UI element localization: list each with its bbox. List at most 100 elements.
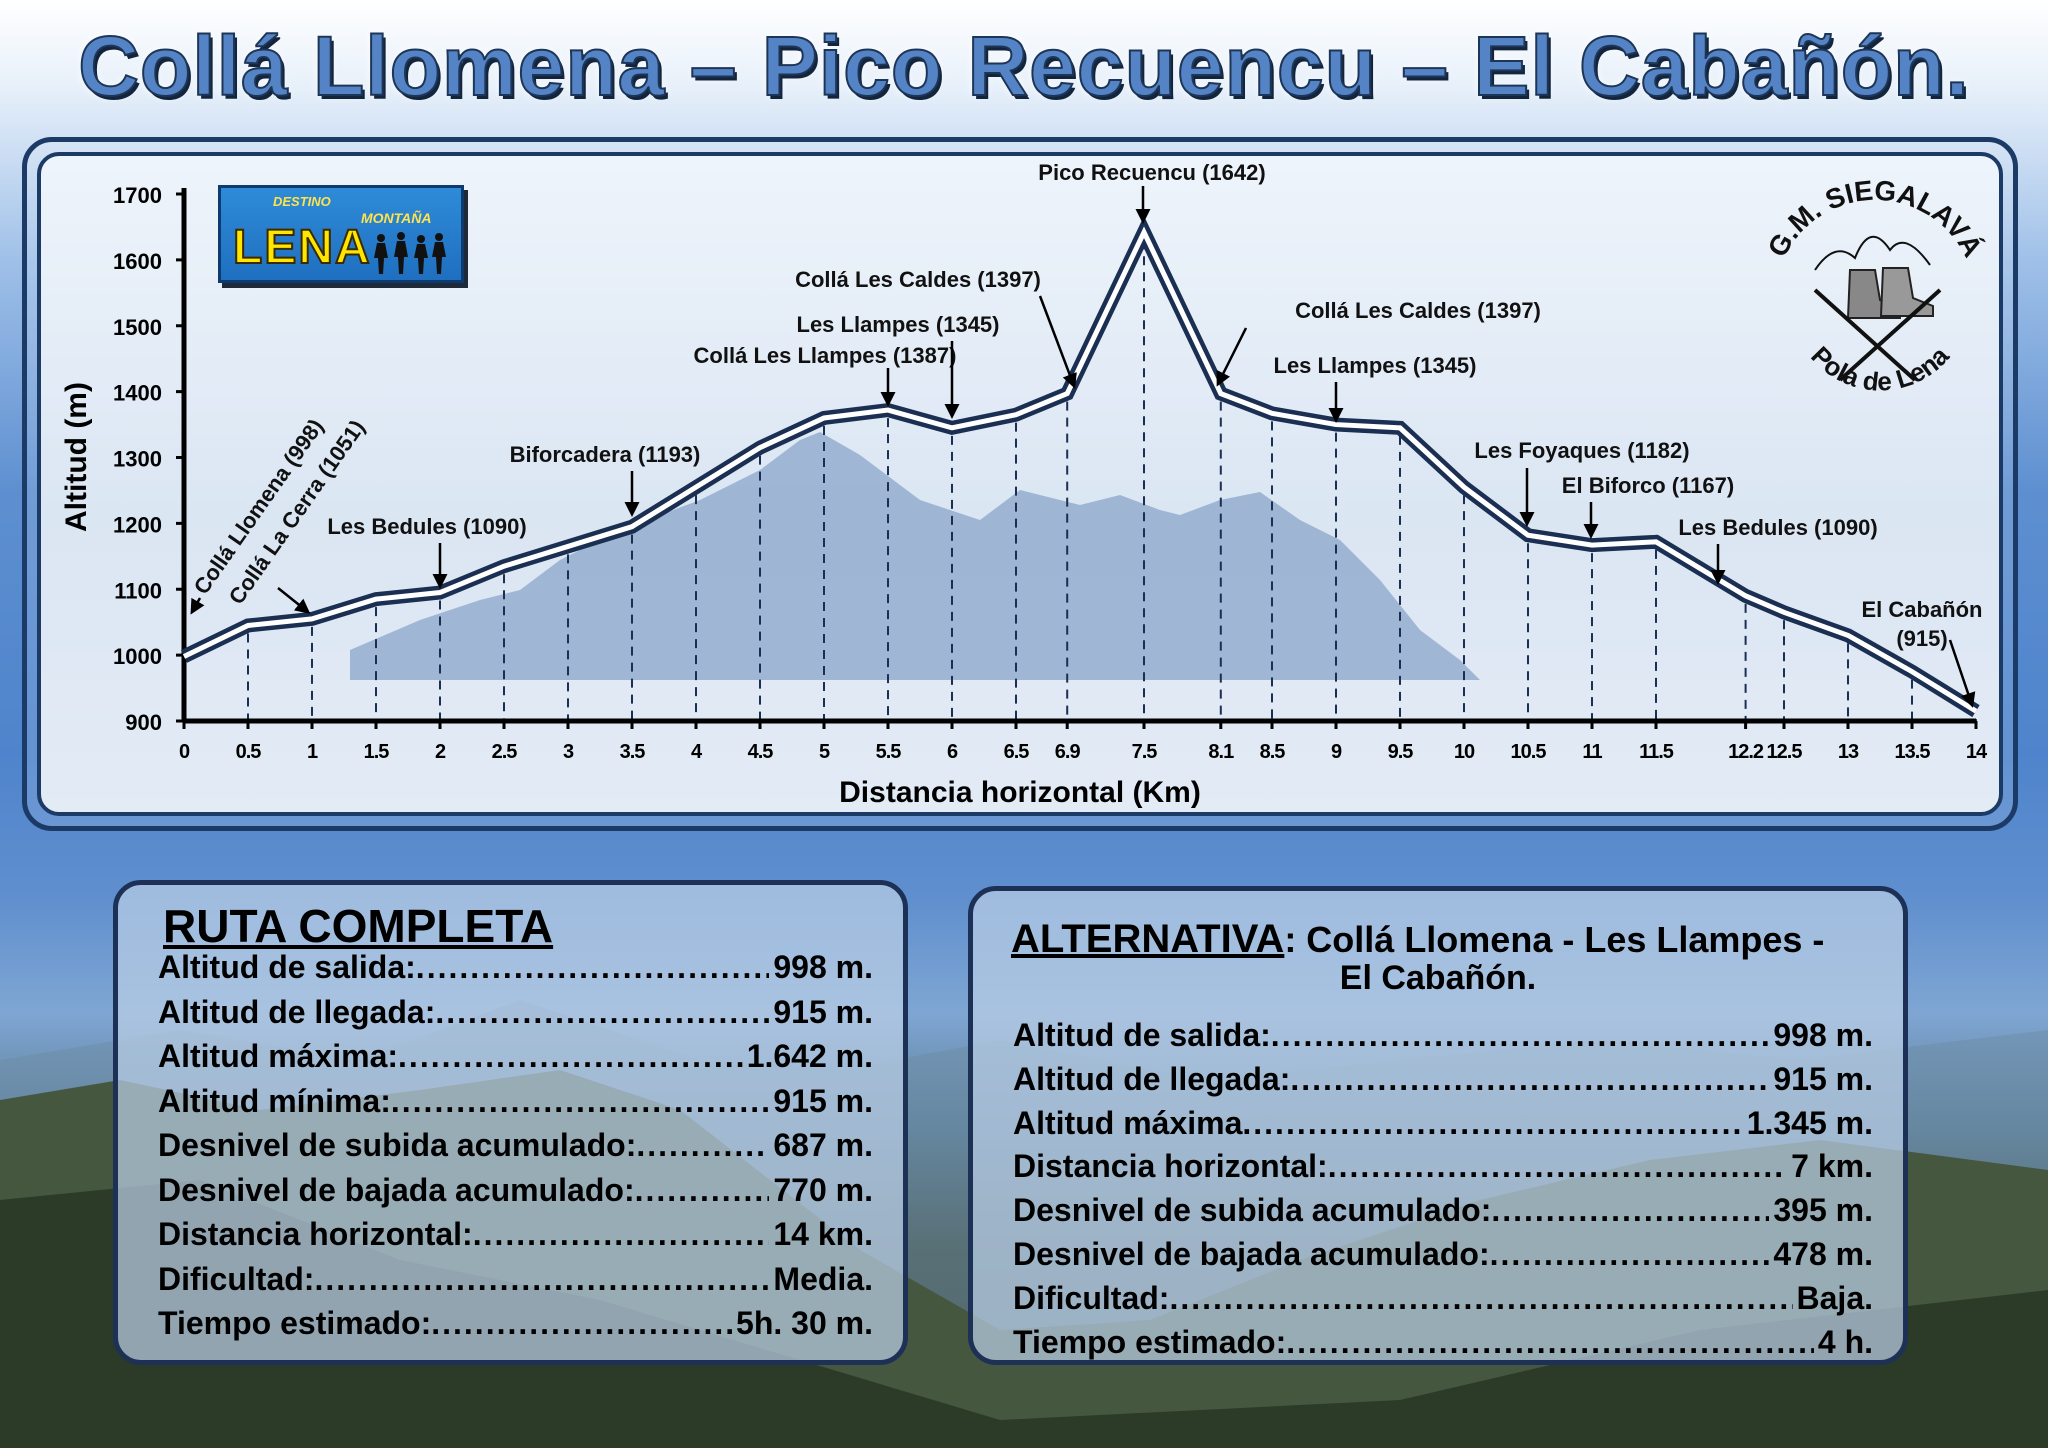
stat-row: Altitud de salida: 998 m.................… xyxy=(158,947,873,987)
stat-row: Altitud máxima 1.345 m...................… xyxy=(1013,1103,1873,1143)
leader-dots: ........................................… xyxy=(636,1127,769,1163)
stat-row: Altitud mínima: 915 m....................… xyxy=(158,1081,873,1121)
lena-logo-line1: DESTINO xyxy=(273,194,331,209)
leader-dots: ........................................… xyxy=(1327,1148,1787,1185)
annotation-label: Les Llampes (1345) xyxy=(1274,353,1477,378)
full-route-heading: RUTA COMPLETA xyxy=(163,900,554,952)
alternative-title-line2: El Cabañón. xyxy=(1339,959,1537,997)
stat-label: Altitud máxima: xyxy=(158,1038,399,1074)
stat-value: Baja. xyxy=(1796,1279,1873,1316)
x-tick-label: 0.5 xyxy=(236,741,262,763)
stat-label: Altitud de salida: xyxy=(158,949,416,985)
leader-dots: ........................................… xyxy=(472,1216,770,1252)
x-tick-label: 2 xyxy=(435,741,446,763)
x-tick-label: 6 xyxy=(947,741,958,763)
x-tick-label: 11.5 xyxy=(1639,741,1674,763)
stat-row: Tiempo estimado: 5h. 30 m................… xyxy=(158,1303,873,1343)
leader-dots: ........................................… xyxy=(390,1082,770,1119)
x-tick-label: 14 xyxy=(1966,741,1988,763)
stat-value: 915 m. xyxy=(1773,1060,1873,1097)
trekking-poles-icon xyxy=(1813,288,1942,382)
y-tick-label: 1600 xyxy=(113,249,162,274)
leader-dots: ........................................… xyxy=(634,1171,770,1208)
x-tick-label: 4 xyxy=(691,741,703,763)
stat-label: Altitud de salida: xyxy=(1013,1017,1271,1053)
svg-text:G.M. SIEGALAVÁ: G.M. SIEGALAVÁ xyxy=(1762,180,1989,262)
x-tick-label: 5 xyxy=(819,741,830,763)
leader-dots: ........................................… xyxy=(415,949,770,985)
y-tick-label: 1400 xyxy=(113,381,162,406)
x-tick-label: 13.5 xyxy=(1895,741,1931,763)
x-tick-label: 10.5 xyxy=(1511,741,1547,763)
y-tick-label: 1700 xyxy=(113,183,162,208)
stat-label: Desnivel de bajada acumulado: xyxy=(1013,1236,1490,1272)
stat-value: 478 m. xyxy=(1773,1236,1873,1272)
stat-label: Desnivel de subida acumulado: xyxy=(158,1127,637,1163)
leader-dots: ........................................… xyxy=(1489,1236,1770,1272)
stat-value: 1.642 m. xyxy=(746,1038,873,1074)
annotation-label: Biforcadera (1193) xyxy=(510,442,701,467)
x-tick-label: 1 xyxy=(307,741,318,763)
annotation-label: Les Bedules (1090) xyxy=(1678,515,1877,540)
club-logo-emblem: G.M. SIEGALAVÁ Pola de Lena xyxy=(1762,175,1989,397)
annotation-label: Collá Les Llampes (1387) xyxy=(694,343,957,368)
stat-row: Distancia horizontal: 7 km...............… xyxy=(1013,1146,1873,1186)
annotation-label: Collá Les Caldes (1397) xyxy=(1295,298,1541,323)
stat-row: Altitud de llegada: 915 m................… xyxy=(1013,1059,1873,1099)
hiking-boots-icon xyxy=(1846,267,1934,319)
club-logo-top-text: G.M. SIEGALAVÁ xyxy=(1762,175,1989,262)
stat-value: 395 m. xyxy=(1773,1192,1873,1229)
stat-label: Tiempo estimado: xyxy=(1013,1323,1287,1360)
stat-label: Dificultad: xyxy=(1013,1279,1170,1316)
stat-label: Tiempo estimado: xyxy=(158,1305,432,1341)
stat-row: Altitud de llegada: 915 m................… xyxy=(158,992,873,1032)
leader-dots: ........................................… xyxy=(1169,1279,1792,1316)
annotation-arrow xyxy=(1038,295,1077,389)
x-tick-label: 0 xyxy=(179,741,190,763)
stat-row: Desnivel de subida acumulado: 687 m......… xyxy=(158,1125,873,1165)
y-tick-label: 1200 xyxy=(113,512,162,537)
stat-value: 998 m. xyxy=(773,949,873,985)
x-tick-label: 3.5 xyxy=(620,741,646,763)
stat-label: Altitud de llegada: xyxy=(1013,1060,1291,1097)
elevation-profile-chart: 900 1000 1100 1200 1300 1400 1500 1600 1700 0 0.5 1… xyxy=(60,160,1989,809)
x-tick-label: 11 xyxy=(1582,741,1602,763)
y-tick-label: 1000 xyxy=(113,644,162,669)
x-tick-label: 4.5 xyxy=(748,741,774,763)
annotation-label: Les Llampes (1345) xyxy=(797,312,1000,337)
lena-logo-line2: MONTAÑA xyxy=(361,210,432,226)
lena-logo-name: LENA xyxy=(232,220,372,275)
stat-label: Altitud máxima xyxy=(1013,1104,1243,1141)
annotation-label: Les Bedules (1090) xyxy=(327,514,526,539)
leader-dots: ........................................… xyxy=(1286,1323,1814,1360)
stat-label: Distancia horizontal: xyxy=(1013,1148,1328,1185)
annotation-label: Collá Les Caldes (1397) xyxy=(795,267,1041,292)
stat-value: 770 m. xyxy=(773,1171,873,1208)
stat-label: Altitud de llegada: xyxy=(158,993,436,1030)
stat-row: Distancia horizontal: 14 km..............… xyxy=(158,1214,873,1254)
leader-dots: ........................................… xyxy=(1242,1104,1743,1141)
leader-dots: ........................................… xyxy=(1290,1060,1770,1097)
y-tick-label: 900 xyxy=(125,710,162,735)
stat-value: Media. xyxy=(773,1260,873,1297)
x-tick-label: 3 xyxy=(563,741,574,763)
annotation-label: Pico Recuencu (1642) xyxy=(1038,160,1265,185)
stat-value: 915 m. xyxy=(773,993,873,1030)
stat-value: 915 m. xyxy=(773,1082,873,1119)
stat-row: Desnivel de bajada acumulado: 770 m......… xyxy=(158,1170,873,1210)
x-tick-label: 2.5 xyxy=(492,741,518,763)
leader-dots: ........................................… xyxy=(435,993,769,1030)
y-axis-label: Altitud (m) xyxy=(60,382,93,532)
x-tick-label: 10 xyxy=(1454,741,1475,763)
profile-line-inner xyxy=(182,226,1978,714)
x-tick-label: 6.9 xyxy=(1055,741,1081,763)
stat-row: Desnivel de bajada acumulado: 478 m......… xyxy=(1013,1234,1873,1274)
stat-value: 5h. 30 m. xyxy=(736,1305,873,1341)
annotation-arrow xyxy=(190,597,205,615)
x-tick-label: 1.5 xyxy=(364,741,390,763)
annotation-arrow xyxy=(1948,639,1976,708)
y-tick-label: 1100 xyxy=(114,578,162,603)
annotation-label: El Biforco (1167) xyxy=(1562,473,1734,498)
lena-logo: DESTINO MONTAÑA LENA xyxy=(218,185,464,283)
stat-value: 4 h. xyxy=(1817,1323,1873,1360)
